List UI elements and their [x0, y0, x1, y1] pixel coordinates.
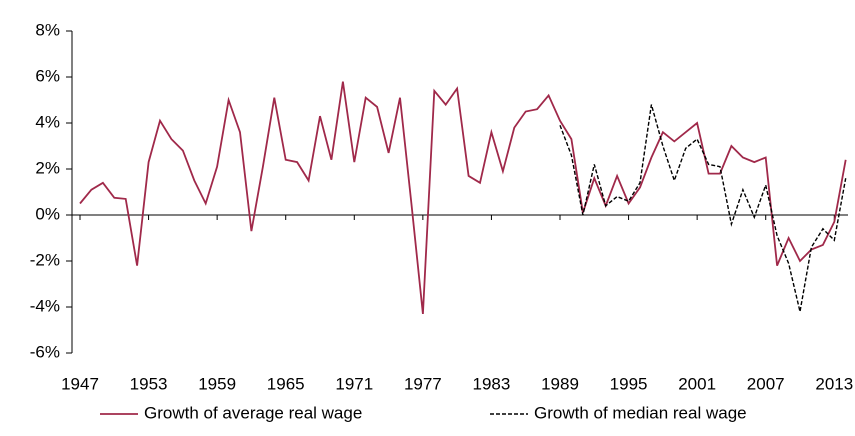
y-tick-label: -6% — [30, 342, 60, 361]
x-tick-label: 2013 — [815, 374, 853, 393]
x-tick-label: 1953 — [130, 374, 168, 393]
series-line — [559, 104, 847, 312]
x-tick-label: 1995 — [610, 374, 648, 393]
x-tick-label: 1977 — [404, 374, 442, 393]
x-tick-label: 1983 — [473, 374, 511, 393]
x-tick-label: 2001 — [678, 374, 716, 393]
y-tick-label: -2% — [30, 250, 60, 269]
y-tick-label: -4% — [30, 296, 60, 315]
y-tick-label: 6% — [35, 66, 60, 85]
x-tick-label: 1959 — [198, 374, 236, 393]
legend-label: Growth of median real wage — [534, 403, 747, 422]
y-tick-label: 0% — [35, 204, 60, 223]
x-tick-label: 1965 — [267, 374, 305, 393]
y-tick-label: 8% — [35, 20, 60, 39]
y-tick-label: 4% — [35, 112, 60, 131]
x-tick-label: 1971 — [335, 374, 373, 393]
series-line — [79, 81, 847, 314]
x-tick-label: 2007 — [747, 374, 785, 393]
y-tick-label: 2% — [35, 158, 60, 177]
legend-label: Growth of average real wage — [144, 403, 362, 422]
x-tick-label: 1989 — [541, 374, 579, 393]
x-tick-label: 1947 — [61, 374, 99, 393]
